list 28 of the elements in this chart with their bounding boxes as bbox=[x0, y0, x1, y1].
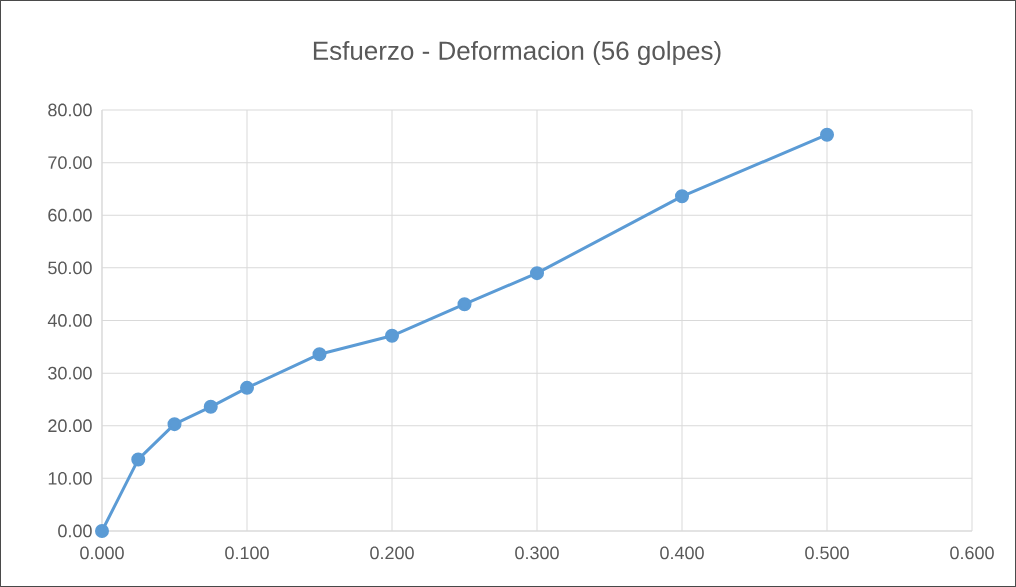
point bbox=[385, 328, 400, 343]
x-tick-label: 0.300 bbox=[515, 546, 559, 560]
y-tick-label: 60.00 bbox=[48, 208, 92, 222]
y-tick-label: 30.00 bbox=[48, 366, 92, 380]
x-tick-label: 0.500 bbox=[805, 546, 849, 560]
y-tick-label: 40.00 bbox=[47, 314, 92, 327]
point bbox=[203, 399, 218, 414]
x-tick-label: 0.100 bbox=[225, 546, 269, 560]
x-tick-label: 0.200 bbox=[370, 546, 414, 560]
y-tick-label: 70.00 bbox=[48, 156, 92, 169]
point bbox=[820, 127, 835, 142]
point bbox=[240, 380, 255, 395]
point bbox=[457, 297, 472, 312]
point bbox=[675, 189, 690, 204]
x-tick-label: 0.000 bbox=[80, 546, 124, 560]
chart-title: Esfuerzo - Deformacion (56 golpes) bbox=[313, 40, 721, 66]
point bbox=[131, 452, 146, 467]
point bbox=[95, 524, 109, 538]
x-tick-label: 0.400 bbox=[660, 546, 704, 560]
point bbox=[312, 347, 327, 362]
y-tick-label: 50.00 bbox=[48, 261, 92, 275]
y-tick-label: 20.00 bbox=[48, 419, 92, 433]
y-tick-label: 0.00 bbox=[58, 524, 92, 538]
point bbox=[530, 266, 545, 281]
x-tick-label: 0.600 bbox=[950, 546, 994, 560]
y-tick-label: 10.00 bbox=[48, 471, 92, 485]
point bbox=[167, 417, 182, 432]
y-tick-label: 80.00 bbox=[48, 103, 92, 117]
